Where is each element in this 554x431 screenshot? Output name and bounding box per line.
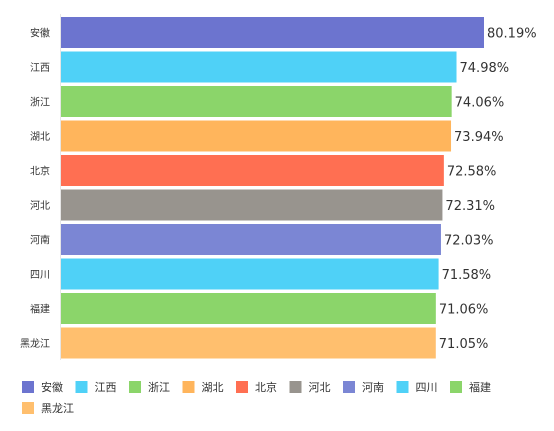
legend-label: 四川 <box>416 381 438 394</box>
legend-swatch <box>236 381 248 393</box>
legend-swatch <box>343 381 355 393</box>
category-label: 浙江 <box>30 97 50 109</box>
category-label: 湖北 <box>30 131 50 143</box>
legend-swatch <box>450 381 462 393</box>
bar-5 <box>61 155 444 186</box>
value-label: 74.98% <box>460 61 510 76</box>
bar-3 <box>61 86 452 117</box>
value-label: 71.05% <box>439 337 489 352</box>
legend-swatch <box>396 381 409 393</box>
legend-label: 河南 <box>362 381 384 394</box>
legend-label: 福建 <box>469 380 491 394</box>
category-label: 河北 <box>30 200 50 212</box>
value-label: 80.19% <box>487 27 537 42</box>
bar-9 <box>61 293 436 324</box>
labels-layer: 安徽 80.19% 江西 74.98% 浙江 74.06% 湖北 73.94% 北京 72.58%… <box>20 27 537 353</box>
bar-2 <box>61 51 457 83</box>
bar-4 <box>61 120 452 152</box>
legend-label: 湖北 <box>202 381 224 394</box>
legend-label: 河北 <box>309 381 331 394</box>
legend-label: 北京 <box>255 380 277 394</box>
category-label: 河南 <box>30 234 50 247</box>
value-label: 71.06% <box>439 303 489 318</box>
value-label: 73.94% <box>454 130 504 145</box>
legend-swatch <box>129 381 141 393</box>
legend-swatch <box>289 381 302 393</box>
legend-label: 浙江 <box>148 381 170 394</box>
category-label: 安徽 <box>30 27 50 40</box>
category-label: 黑龙江 <box>20 337 50 350</box>
legend-label: 黑龙江 <box>41 402 74 415</box>
legend-swatch <box>75 381 88 393</box>
category-label: 四川 <box>30 270 50 281</box>
value-label: 72.58% <box>447 165 497 180</box>
category-label: 福建 <box>30 303 50 316</box>
value-label: 71.58% <box>442 268 492 283</box>
bar-1 <box>61 17 484 48</box>
bar-10 <box>61 327 436 359</box>
bar-6 <box>61 189 443 221</box>
value-label: 74.06% <box>455 96 505 111</box>
legend-label: 江西 <box>95 381 117 394</box>
category-label: 北京 <box>30 165 50 178</box>
legend-swatch <box>22 402 34 414</box>
legend-swatch <box>182 381 195 393</box>
legend-label: 安徽 <box>41 380 63 394</box>
bar-8 <box>61 258 439 290</box>
value-label: 72.31% <box>445 199 495 214</box>
bars-layer <box>61 17 484 359</box>
legend-swatch <box>22 381 34 393</box>
value-label: 72.03% <box>444 234 494 249</box>
bar-7 <box>61 224 441 255</box>
category-label: 江西 <box>30 62 50 74</box>
